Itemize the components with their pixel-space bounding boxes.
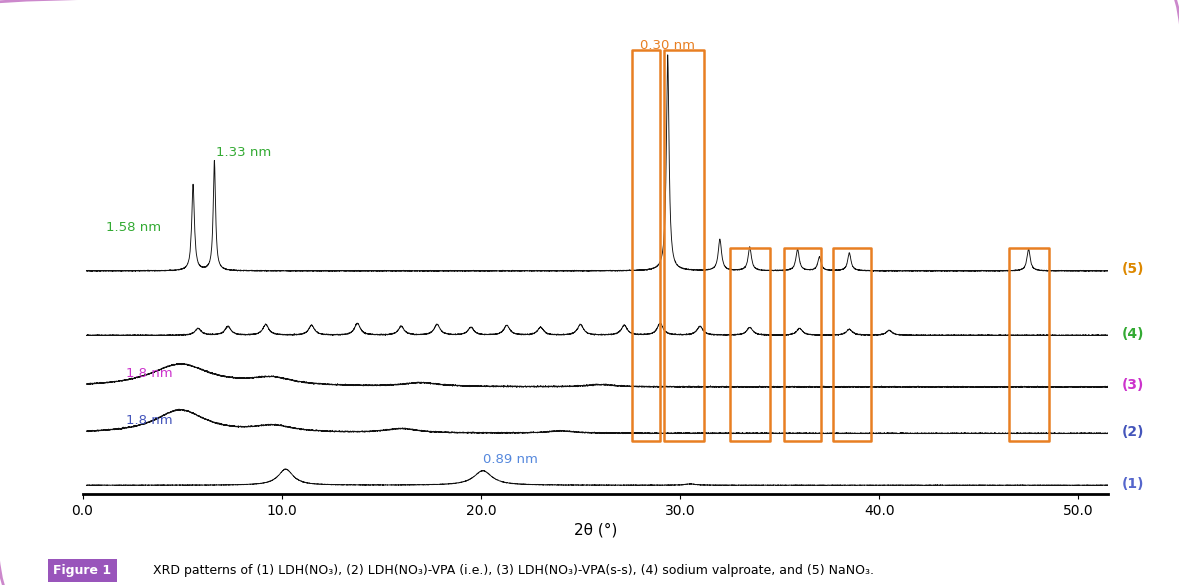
Text: 1.33 nm: 1.33 nm	[216, 146, 271, 159]
Text: (4): (4)	[1122, 327, 1145, 340]
Text: (2): (2)	[1122, 425, 1145, 439]
Bar	[784, 248, 822, 441]
Text: (3): (3)	[1122, 378, 1145, 393]
Bar	[1009, 248, 1048, 441]
Text: (1): (1)	[1122, 477, 1145, 491]
Text: (5): (5)	[1122, 263, 1145, 277]
Text: Figure 1: Figure 1	[53, 564, 112, 577]
Bar	[730, 248, 770, 441]
Text: 0.89 nm: 0.89 nm	[483, 453, 538, 466]
Text: 1.8 nm: 1.8 nm	[126, 367, 173, 380]
Text: 0.30 nm: 0.30 nm	[640, 39, 696, 52]
X-axis label: 2θ (°): 2θ (°)	[574, 522, 617, 537]
Bar	[632, 50, 660, 441]
Bar	[664, 50, 704, 441]
Text: 1.8 nm: 1.8 nm	[126, 414, 173, 427]
Text: XRD patterns of (1) LDH(NO₃), (2) LDH(NO₃)-VPA (i.e.), (3) LDH(NO₃)-VPA(s-s), (4: XRD patterns of (1) LDH(NO₃), (2) LDH(NO…	[153, 564, 875, 577]
Bar	[834, 248, 871, 441]
Text: 1.58 nm: 1.58 nm	[106, 221, 162, 234]
